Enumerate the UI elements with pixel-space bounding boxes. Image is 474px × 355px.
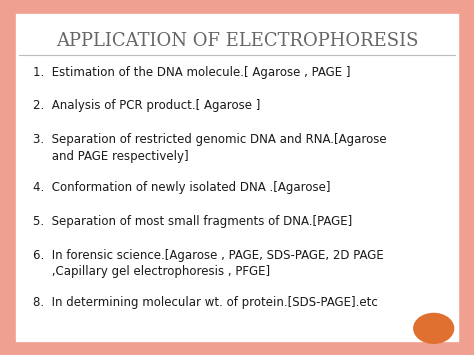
Circle shape xyxy=(414,313,454,343)
Text: 8.  In determining molecular wt. of protein.[SDS-PAGE].etc: 8. In determining molecular wt. of prote… xyxy=(33,296,378,310)
Text: 3.  Separation of restricted genomic DNA and RNA.[Agarose
     and PAGE respecti: 3. Separation of restricted genomic DNA … xyxy=(33,133,387,163)
Text: APPLICATION OF ELECTROPHORESIS: APPLICATION OF ELECTROPHORESIS xyxy=(56,32,418,50)
Text: 1.  Estimation of the DNA molecule.[ Agarose , PAGE ]: 1. Estimation of the DNA molecule.[ Agar… xyxy=(33,66,351,79)
Text: 5.  Separation of most small fragments of DNA.[PAGE]: 5. Separation of most small fragments of… xyxy=(33,215,353,228)
Text: 4.  Conformation of newly isolated DNA .[Agarose]: 4. Conformation of newly isolated DNA .[… xyxy=(33,181,331,194)
Text: 2.  Analysis of PCR product.[ Agarose ]: 2. Analysis of PCR product.[ Agarose ] xyxy=(33,99,261,113)
Text: 6.  In forensic science.[Agarose , PAGE, SDS-PAGE, 2D PAGE
     ,Capillary gel e: 6. In forensic science.[Agarose , PAGE, … xyxy=(33,248,384,278)
